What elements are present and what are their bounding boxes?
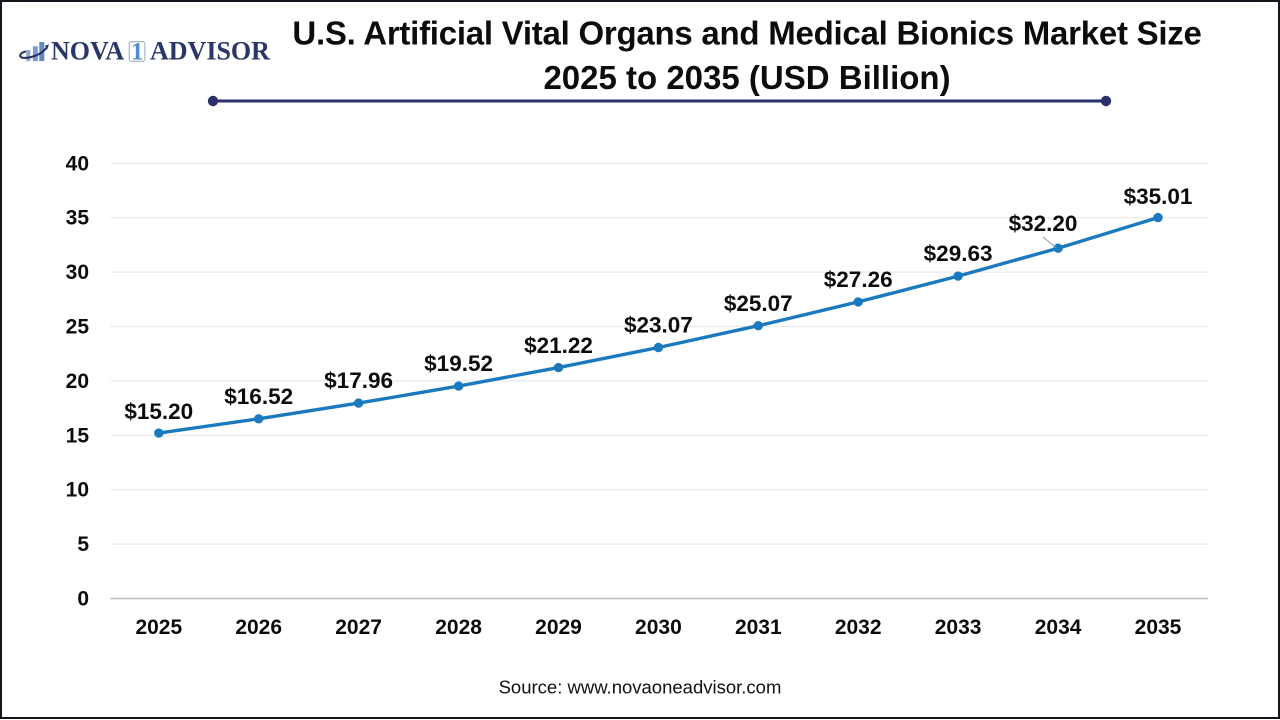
svg-text:$32.20: $32.20 bbox=[1009, 211, 1078, 236]
svg-text:2025: 2025 bbox=[135, 616, 182, 639]
svg-text:$15.20: $15.20 bbox=[124, 399, 193, 424]
svg-text:$27.26: $27.26 bbox=[824, 267, 893, 292]
svg-text:2033: 2033 bbox=[935, 616, 982, 639]
svg-text:2027: 2027 bbox=[335, 616, 382, 639]
svg-text:2026: 2026 bbox=[235, 616, 282, 639]
svg-text:$17.96: $17.96 bbox=[324, 368, 393, 393]
svg-text:30: 30 bbox=[66, 261, 89, 284]
svg-text:2025 to 2035 (USD Billion): 2025 to 2035 (USD Billion) bbox=[543, 59, 950, 96]
svg-text:$19.52: $19.52 bbox=[424, 351, 493, 376]
svg-text:ADVISOR: ADVISOR bbox=[150, 37, 270, 66]
svg-text:1: 1 bbox=[131, 38, 144, 65]
svg-text:2031: 2031 bbox=[735, 616, 782, 639]
svg-text:25: 25 bbox=[66, 316, 90, 339]
svg-text:U.S. Artificial Vital Organs a: U.S. Artificial Vital Organs and Medical… bbox=[292, 15, 1201, 52]
svg-text:20: 20 bbox=[66, 370, 89, 393]
svg-text:$25.07: $25.07 bbox=[724, 291, 793, 316]
svg-text:2032: 2032 bbox=[835, 616, 882, 639]
svg-text:$21.22: $21.22 bbox=[524, 333, 593, 358]
svg-text:2028: 2028 bbox=[435, 616, 482, 639]
svg-text:15: 15 bbox=[66, 424, 90, 447]
svg-text:NOVA: NOVA bbox=[51, 37, 124, 66]
svg-text:0: 0 bbox=[77, 588, 89, 611]
svg-text:2029: 2029 bbox=[535, 616, 582, 639]
svg-text:$35.01: $35.01 bbox=[1124, 184, 1193, 209]
svg-text:40: 40 bbox=[66, 152, 89, 175]
svg-text:$29.63: $29.63 bbox=[924, 241, 993, 266]
svg-text:$16.52: $16.52 bbox=[224, 384, 293, 409]
svg-text:Source: www.novaoneadvisor.com: Source: www.novaoneadvisor.com bbox=[499, 677, 782, 698]
svg-text:35: 35 bbox=[66, 207, 90, 230]
svg-text:10: 10 bbox=[66, 479, 89, 502]
svg-text:2030: 2030 bbox=[635, 616, 682, 639]
svg-text:$23.07: $23.07 bbox=[624, 313, 693, 338]
svg-text:5: 5 bbox=[77, 533, 89, 556]
svg-text:2034: 2034 bbox=[1035, 616, 1082, 639]
svg-text:2035: 2035 bbox=[1135, 616, 1182, 639]
